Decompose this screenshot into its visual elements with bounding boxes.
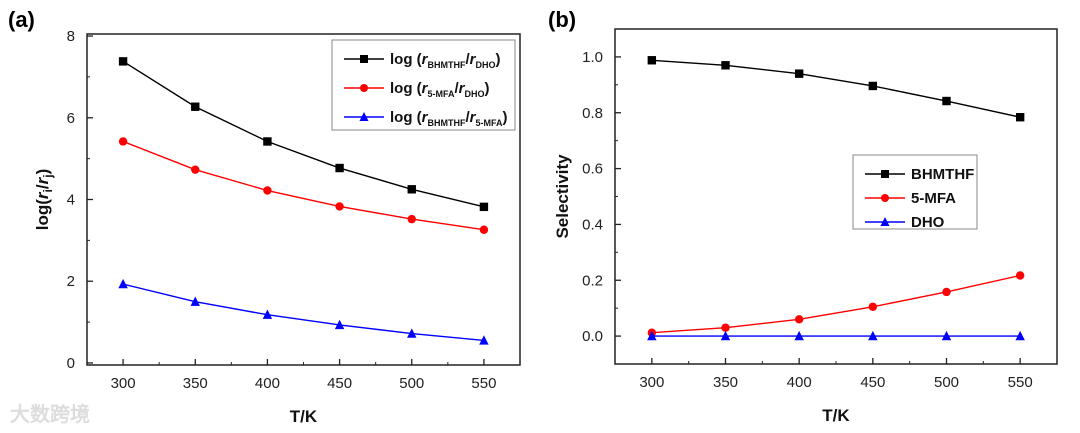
marker-triangle bbox=[334, 319, 345, 330]
x-axis-label: T/K bbox=[290, 407, 318, 426]
marker-circle bbox=[794, 315, 804, 324]
watermark: 大数跨境 bbox=[10, 402, 90, 426]
series-square bbox=[118, 57, 489, 212]
panel-label: (a) bbox=[8, 7, 35, 32]
marker-square bbox=[868, 81, 878, 91]
marker-triangle bbox=[868, 330, 878, 341]
x-tick-label: 350 bbox=[183, 375, 208, 392]
legend-label: log (rBHMTHF/rDHO) bbox=[390, 51, 501, 70]
y-tick-label: 0.6 bbox=[582, 161, 603, 178]
x-tick-label: 400 bbox=[255, 375, 280, 392]
marker-triangle bbox=[941, 330, 952, 341]
marker-square bbox=[118, 57, 128, 66]
legend-label: log (r5-MFA/rDHO) bbox=[390, 80, 490, 99]
marker-circle bbox=[1015, 271, 1025, 280]
marker-square bbox=[881, 170, 889, 178]
marker-circle bbox=[479, 225, 489, 234]
y-axis-label: log(ri/rj) bbox=[33, 169, 55, 231]
y-tick-label: 1.0 bbox=[582, 49, 603, 66]
series-circle bbox=[118, 137, 489, 234]
marker-square bbox=[479, 202, 489, 212]
y-tick-label: 0 bbox=[67, 355, 75, 372]
marker-square bbox=[942, 96, 951, 106]
marker-square bbox=[191, 102, 200, 111]
series-line bbox=[122, 283, 484, 342]
y-tick-label: 6 bbox=[67, 110, 75, 127]
x-tick-label: 550 bbox=[471, 375, 496, 392]
y-tick-label: 2 bbox=[67, 273, 75, 290]
marker-circle bbox=[881, 194, 889, 202]
legend-label: log (rBHMTHF/r5-MFA) bbox=[390, 109, 508, 128]
marker-triangle bbox=[190, 296, 200, 306]
marker-triangle bbox=[720, 330, 731, 341]
marker-square bbox=[647, 56, 657, 65]
series-line bbox=[122, 140, 485, 231]
y-tick-label: 4 bbox=[67, 192, 75, 209]
marker-circle bbox=[263, 186, 272, 195]
marker-triangle bbox=[479, 335, 489, 345]
x-tick-label: 450 bbox=[860, 374, 885, 391]
marker-triangle bbox=[359, 112, 369, 121]
y-tick-label: 0.8 bbox=[582, 105, 603, 122]
marker-circle bbox=[360, 84, 368, 92]
legend-label: DHO bbox=[911, 214, 945, 231]
series-line bbox=[122, 60, 485, 208]
legend-label: 5-MFA bbox=[911, 190, 956, 207]
legend-box bbox=[852, 154, 978, 230]
marker-square bbox=[721, 61, 730, 70]
panel-label: (b) bbox=[548, 7, 576, 32]
y-tick-label: 0.0 bbox=[582, 328, 603, 345]
series-triangle bbox=[647, 330, 1025, 341]
marker-square bbox=[1015, 113, 1025, 122]
series-circle bbox=[647, 271, 1025, 337]
x-tick-label: 300 bbox=[111, 375, 136, 392]
marker-circle bbox=[118, 137, 128, 146]
y-tick-label: 0.4 bbox=[582, 216, 603, 233]
x-tick-label: 550 bbox=[1008, 374, 1033, 391]
marker-circle bbox=[407, 214, 416, 224]
series-line bbox=[651, 59, 1021, 118]
series-triangle bbox=[118, 278, 489, 345]
marker-triangle bbox=[118, 278, 128, 289]
marker-square bbox=[794, 69, 804, 78]
marker-square bbox=[335, 163, 344, 173]
marker-triangle bbox=[794, 330, 804, 341]
x-tick-label: 500 bbox=[934, 374, 959, 391]
marker-triangle bbox=[880, 217, 890, 226]
marker-triangle bbox=[1015, 330, 1025, 341]
x-tick-label: 350 bbox=[713, 374, 738, 391]
y-tick-label: 0.2 bbox=[582, 272, 603, 289]
marker-square bbox=[263, 137, 272, 146]
marker-circle bbox=[868, 302, 878, 311]
legend: BHMTHF 5-MFA DHO bbox=[852, 154, 978, 231]
marker-circle bbox=[942, 287, 951, 297]
x-tick-label: 300 bbox=[639, 374, 664, 391]
marker-square bbox=[407, 185, 416, 194]
x-tick-label: 450 bbox=[327, 375, 352, 392]
chart-b: (b) 300 350 400 450 500 550 0.0 0.2 0.4 0.6 0.8 1.0 T… bbox=[548, 7, 1058, 425]
marker-triangle bbox=[262, 309, 273, 319]
chart-a: (a) 300 350 400 450 500 550 0 2 4 6 8 T/K log(ri/rj) l… bbox=[8, 7, 521, 426]
marker-triangle bbox=[647, 330, 657, 341]
marker-circle bbox=[335, 202, 344, 211]
marker-square bbox=[360, 55, 368, 63]
marker-triangle bbox=[407, 328, 417, 338]
marker-circle bbox=[721, 323, 730, 332]
series-square bbox=[647, 56, 1025, 122]
y-tick-label: 8 bbox=[67, 28, 75, 45]
x-axis-label: T/K bbox=[822, 406, 850, 425]
x-tick-label: 400 bbox=[787, 374, 812, 391]
legend-label: BHMTHF bbox=[911, 166, 974, 183]
series-line bbox=[651, 274, 1021, 334]
y-axis-label: Selectivity bbox=[553, 154, 572, 239]
marker-circle bbox=[191, 165, 200, 174]
x-tick-label: 500 bbox=[399, 375, 424, 392]
legend: log (rBHMTHF/rDHO) log (r5-MFA/rDHO) log (… bbox=[331, 39, 516, 131]
